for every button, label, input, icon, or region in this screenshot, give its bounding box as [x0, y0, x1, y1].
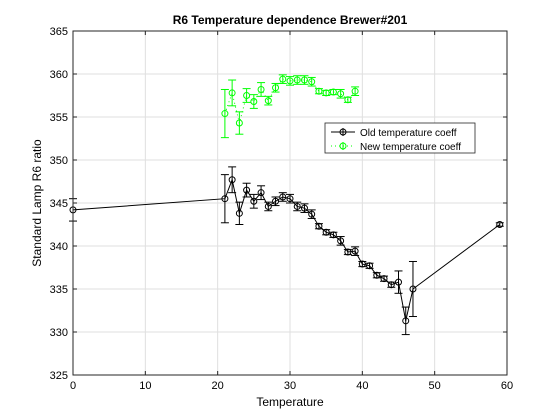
x-tick-label: 40: [356, 380, 368, 392]
data-point: [257, 189, 265, 197]
data-point: [279, 193, 287, 201]
data-point: [272, 197, 280, 205]
grid: [72, 30, 508, 376]
data-point: [264, 202, 272, 210]
plot-area: [69, 74, 504, 336]
data-point: [221, 195, 229, 203]
data-point: [358, 260, 366, 268]
x-tick-label: 10: [139, 380, 151, 392]
y-tick-label: 360: [50, 69, 68, 81]
data-point: [496, 221, 504, 228]
data-point: [308, 78, 316, 86]
y-tick-label: 330: [50, 327, 68, 339]
data-point: [300, 76, 308, 84]
data-point: [286, 195, 294, 203]
data-point: [272, 84, 280, 92]
x-tick-label: 60: [501, 380, 513, 392]
data-point: [250, 98, 258, 106]
data-point: [235, 209, 243, 217]
data-point: [329, 231, 337, 239]
data-point: [221, 110, 229, 118]
legend-box: [324, 122, 476, 154]
y-tick-label: 355: [50, 112, 68, 124]
data-point: [235, 119, 243, 127]
data-point: [315, 222, 323, 230]
x-tick-label: 20: [212, 380, 224, 392]
data-point: [322, 228, 330, 236]
x-tick-label: 0: [70, 380, 76, 392]
data-point: [395, 278, 402, 286]
legend-label: New temperature coeff: [360, 142, 461, 153]
data-point: [329, 88, 337, 96]
data-point: [257, 85, 265, 93]
data-point: [308, 210, 316, 218]
x-tick-label: 30: [284, 380, 296, 392]
data-point: [279, 75, 287, 83]
y-tick-label: 335: [50, 284, 68, 296]
x-tick-label: 50: [429, 380, 441, 392]
data-point: [322, 89, 330, 97]
data-point: [387, 281, 395, 289]
data-point: [344, 248, 352, 256]
data-point: [315, 87, 323, 95]
y-tick-label: 365: [50, 26, 68, 38]
y-tick-label: 340: [50, 241, 68, 253]
data-point: [402, 317, 410, 325]
x-axis-label: Temperature: [256, 395, 324, 409]
data-point: [286, 77, 294, 85]
series-new-temperature-coeff: [220, 74, 360, 139]
y-tick-label: 345: [50, 198, 68, 210]
data-point: [250, 197, 258, 205]
legend-marker: [339, 128, 347, 136]
data-point: [228, 89, 236, 97]
legend-marker: [339, 142, 347, 150]
data-point: [243, 186, 251, 194]
y-tick-label: 350: [50, 155, 68, 167]
data-point: [337, 237, 345, 245]
data-point: [409, 285, 417, 293]
data-point: [351, 247, 359, 255]
y-tick-label: 325: [50, 370, 68, 382]
data-point: [293, 202, 301, 210]
data-point: [380, 275, 388, 283]
data-point: [228, 176, 236, 184]
data-point: [344, 96, 352, 104]
data-point: [264, 97, 272, 105]
data-point: [351, 87, 359, 95]
chart-title: R6 Temperature dependence Brewer#201: [173, 13, 408, 27]
data-point: [366, 262, 374, 270]
data-point: [300, 204, 308, 212]
legend-label: Old temperature coeff: [360, 128, 457, 139]
series-old-temperature-coeff: [69, 166, 504, 336]
data-point: [243, 92, 251, 99]
data-point: [373, 271, 381, 279]
data-point: [293, 76, 301, 84]
data-point: [337, 90, 345, 98]
y-axis-label: Standard Lamp R6 ratio: [30, 139, 44, 267]
axis-ticks: 0 10 20 30 40 50 60 325 330 335 340 345 350 355 360 365: [50, 26, 513, 392]
legend: Old temperature coeff New temperature coe…: [324, 122, 476, 154]
